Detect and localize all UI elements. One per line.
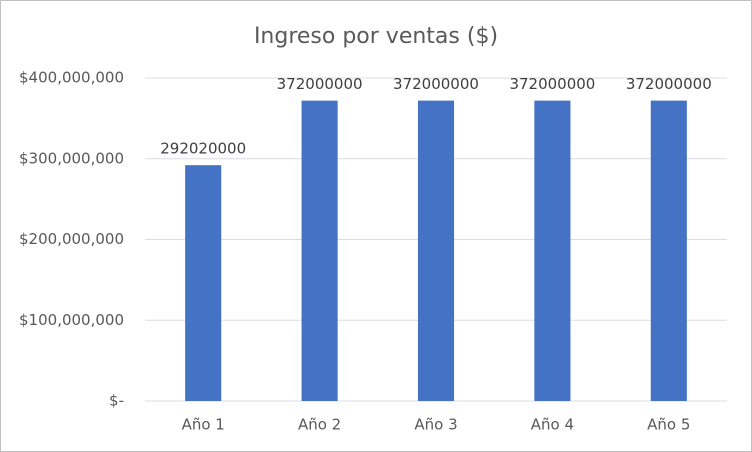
- data-label: 372000000: [277, 75, 363, 93]
- x-tick-label: Año 5: [647, 416, 690, 434]
- data-label: 372000000: [626, 75, 712, 93]
- data-label: 292020000: [160, 140, 246, 158]
- y-tick-label: $200,000,000: [19, 230, 124, 248]
- bar: [534, 100, 571, 402]
- x-tick-label: Año 2: [298, 416, 341, 434]
- chart-title: Ingreso por ventas ($): [254, 24, 498, 49]
- bar: [185, 165, 222, 401]
- y-tick-label: $300,000,000: [19, 149, 124, 167]
- data-label: 372000000: [509, 75, 595, 93]
- bar: [301, 100, 338, 402]
- y-tick-label: $-: [109, 392, 124, 410]
- bar: [650, 100, 687, 402]
- y-tick-label: $100,000,000: [19, 311, 124, 329]
- bar: [417, 100, 455, 402]
- y-tick-label: $400,000,000: [19, 69, 124, 87]
- x-tick-label: Año 1: [182, 416, 225, 434]
- x-tick-label: Año 3: [414, 416, 457, 434]
- x-tick-label: Año 4: [531, 416, 574, 434]
- data-label: 372000000: [393, 75, 479, 93]
